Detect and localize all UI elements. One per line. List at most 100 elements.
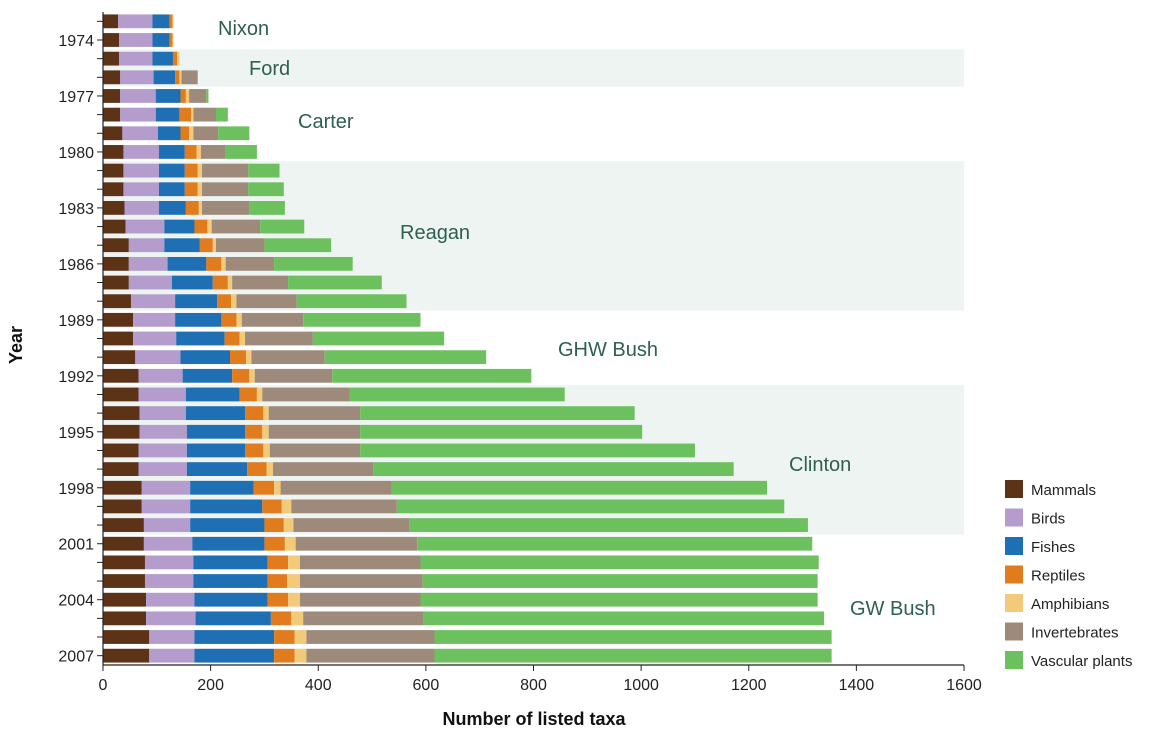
bar-1981-mammals bbox=[103, 163, 124, 178]
bar-2007-fishes bbox=[194, 648, 275, 663]
bar-1991-vascular-plants bbox=[324, 350, 487, 365]
y-tick-label-1998: 1998 bbox=[58, 481, 94, 498]
bar-1981-invertebrates bbox=[202, 163, 249, 178]
legend-swatch-vascular-plants bbox=[1005, 651, 1023, 669]
bar-1996-reptiles bbox=[245, 443, 264, 458]
bar-1981-fishes bbox=[158, 163, 185, 178]
bar-2006-reptiles bbox=[274, 630, 295, 644]
bar-1977-birds bbox=[120, 89, 156, 103]
y-tick-label-1995: 1995 bbox=[58, 425, 94, 442]
x-tick-label-1600: 1600 bbox=[946, 677, 982, 694]
bar-1999-amphibians bbox=[281, 499, 292, 514]
bar-1985-invertebrates bbox=[216, 238, 265, 253]
bar-1991-reptiles bbox=[229, 350, 247, 365]
bar-1986-amphibians bbox=[221, 256, 226, 271]
bar-1977-vascular-plants bbox=[206, 89, 209, 103]
bar-1996-mammals bbox=[103, 443, 139, 458]
annotation-clinton: Clinton bbox=[789, 454, 851, 476]
bar-2002-birds bbox=[144, 555, 194, 570]
bar-2000-birds bbox=[143, 518, 191, 532]
bar-1991-mammals bbox=[103, 350, 136, 365]
bar-1983-reptiles bbox=[185, 200, 199, 215]
bar-1997-invertebrates bbox=[273, 462, 374, 477]
bar-2002-reptiles bbox=[267, 555, 289, 570]
bar-1998-reptiles bbox=[253, 480, 275, 495]
bar-2001-vascular-plants bbox=[417, 536, 813, 551]
bar-2003-amphibians bbox=[287, 574, 300, 588]
y-tick-label-1977: 1977 bbox=[58, 89, 94, 106]
bar-1987-mammals bbox=[103, 275, 129, 290]
bar-1986-vascular-plants bbox=[274, 256, 353, 271]
bar-group-1977 bbox=[103, 89, 209, 103]
bar-group-2007 bbox=[103, 648, 832, 663]
bar-2007-birds bbox=[149, 648, 195, 663]
bar-group-1986 bbox=[103, 256, 353, 271]
bar-2006-mammals bbox=[103, 630, 150, 644]
bar-1978-fishes bbox=[155, 107, 180, 122]
bar-2005-birds bbox=[146, 611, 196, 626]
bar-1997-amphibians bbox=[266, 462, 274, 477]
bar-1997-reptiles bbox=[247, 462, 267, 477]
bar-1986-fishes bbox=[167, 256, 207, 271]
bar-1993-invertebrates bbox=[262, 387, 350, 402]
bar-2000-reptiles bbox=[264, 518, 284, 532]
bar-1982-invertebrates bbox=[202, 182, 249, 197]
bar-1977-mammals bbox=[103, 89, 121, 103]
bar-1995-fishes bbox=[186, 424, 246, 439]
bar-2006-fishes bbox=[194, 630, 275, 644]
bar-2004-birds bbox=[146, 592, 195, 607]
bar-1984-fishes bbox=[164, 219, 195, 234]
legend-label-amphibians: Amphibians bbox=[1031, 596, 1109, 613]
bar-1975-fishes bbox=[152, 51, 173, 66]
bar-1975-mammals bbox=[103, 51, 120, 66]
president-annotations: Nixon Ford Carter Reagan GHW Bush Clinton GW B… bbox=[218, 18, 936, 620]
y-tick-label-1986: 1986 bbox=[58, 257, 94, 274]
bar-1974-amphibians bbox=[172, 33, 174, 47]
x-tick-label-1200: 1200 bbox=[731, 677, 767, 694]
bar-2005-reptiles bbox=[270, 611, 292, 626]
bar-1998-birds bbox=[141, 480, 191, 495]
bar-2001-reptiles bbox=[264, 536, 285, 551]
bar-1999-reptiles bbox=[262, 499, 282, 514]
legend-label-birds: Birds bbox=[1031, 511, 1065, 528]
bar-1994-reptiles bbox=[245, 406, 264, 421]
bar-2002-mammals bbox=[103, 555, 145, 570]
bar-1980-mammals bbox=[103, 145, 124, 159]
bar-group-1983 bbox=[103, 200, 285, 215]
bar-1991-birds bbox=[135, 350, 181, 365]
bar-1989-reptiles bbox=[221, 312, 237, 327]
bar-group-2002 bbox=[103, 555, 819, 570]
y-tick-label-1974: 1974 bbox=[58, 33, 94, 50]
term-band-0 bbox=[103, 49, 964, 87]
bar-group-1980 bbox=[103, 145, 257, 159]
bar-1999-birds bbox=[141, 499, 191, 514]
bar-1983-birds bbox=[124, 200, 159, 215]
x-tick-label-800: 800 bbox=[520, 677, 547, 694]
bar-1994-fishes bbox=[185, 406, 246, 421]
bar-1997-fishes bbox=[186, 462, 248, 477]
bar-group-2001 bbox=[103, 536, 813, 551]
bar-1977-amphibians bbox=[185, 89, 190, 103]
bar-1978-mammals bbox=[103, 107, 121, 122]
annotation-carter: Carter bbox=[298, 111, 354, 133]
bar-1989-invertebrates bbox=[241, 312, 304, 327]
bar-group-1981 bbox=[103, 163, 280, 178]
bar-group-2003 bbox=[103, 574, 818, 588]
bar-2007-reptiles bbox=[274, 648, 295, 663]
bar-1978-birds bbox=[120, 107, 156, 122]
bar-2004-amphibians bbox=[288, 592, 300, 607]
bar-1998-fishes bbox=[190, 480, 254, 495]
bar-1988-birds bbox=[130, 294, 176, 309]
x-tick-label-200: 200 bbox=[197, 677, 224, 694]
bar-1987-reptiles bbox=[212, 275, 228, 290]
bar-2002-invertebrates bbox=[299, 555, 421, 570]
bar-2005-amphibians bbox=[291, 611, 304, 626]
bar-1984-birds bbox=[125, 219, 165, 234]
bar-2000-vascular-plants bbox=[409, 518, 808, 532]
x-tick-label-0: 0 bbox=[99, 677, 108, 694]
x-tick-label-1400: 1400 bbox=[839, 677, 875, 694]
bar-1981-birds bbox=[123, 163, 159, 178]
bar-1976-invertebrates bbox=[181, 70, 198, 85]
legend: Mammals Birds Fishes Reptiles Amphibians Inve… bbox=[1005, 480, 1132, 670]
bar-1976-birds bbox=[120, 70, 154, 85]
